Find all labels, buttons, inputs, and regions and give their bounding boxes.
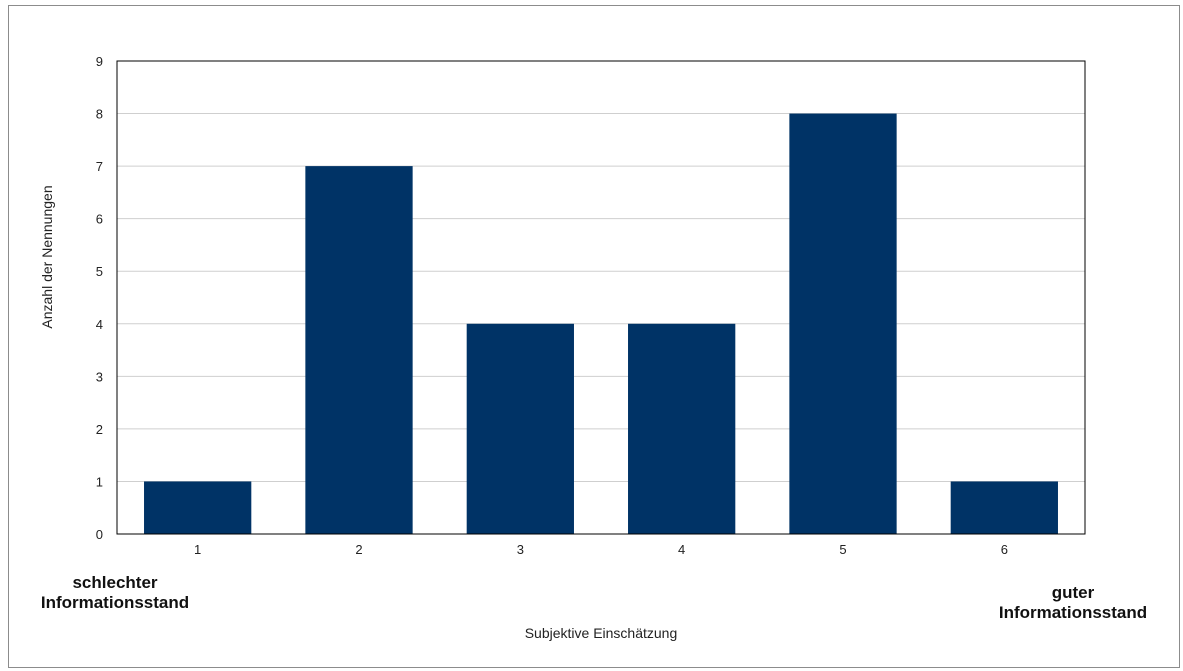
x-tick-label: 5 <box>839 542 846 557</box>
y-tick-label: 4 <box>96 317 103 332</box>
bar-1 <box>144 481 252 534</box>
bar-5 <box>789 113 897 535</box>
right-note-line2: Informationsstand <box>998 603 1148 622</box>
y-tick-label: 2 <box>96 422 103 437</box>
x-tick-label: 2 <box>355 542 362 557</box>
y-tick-label: 1 <box>96 474 103 489</box>
y-axis-title: Anzahl der Nennungen <box>39 185 55 328</box>
plot-area-border <box>116 60 1086 535</box>
x-axis-title: Subjektive Einschätzung <box>525 625 678 641</box>
bar-4 <box>628 323 736 534</box>
right-note-line1: guter <box>1051 583 1095 602</box>
chart-frame <box>8 5 1180 668</box>
bar-2 <box>305 166 413 534</box>
x-tick-label: 3 <box>517 542 524 557</box>
y-tick-label: 9 <box>96 54 103 69</box>
y-tick-label: 0 <box>96 527 103 542</box>
y-tick-label: 7 <box>96 159 103 174</box>
y-tick-label: 3 <box>96 369 103 384</box>
x-tick-label: 4 <box>678 542 685 557</box>
bar-3 <box>466 323 574 534</box>
x-tick-label: 6 <box>1001 542 1008 557</box>
y-tick-label: 5 <box>96 264 103 279</box>
bar-6 <box>950 481 1058 534</box>
left-note-line1: schlechter <box>72 573 158 592</box>
left-scale-note: schlechter Informationsstand <box>30 573 200 613</box>
y-tick-label: 6 <box>96 212 103 227</box>
left-note-line2: Informationsstand <box>40 593 190 612</box>
x-tick-label: 1 <box>194 542 201 557</box>
right-scale-note: guter Informationsstand <box>978 583 1168 623</box>
y-tick-label: 8 <box>96 107 103 122</box>
